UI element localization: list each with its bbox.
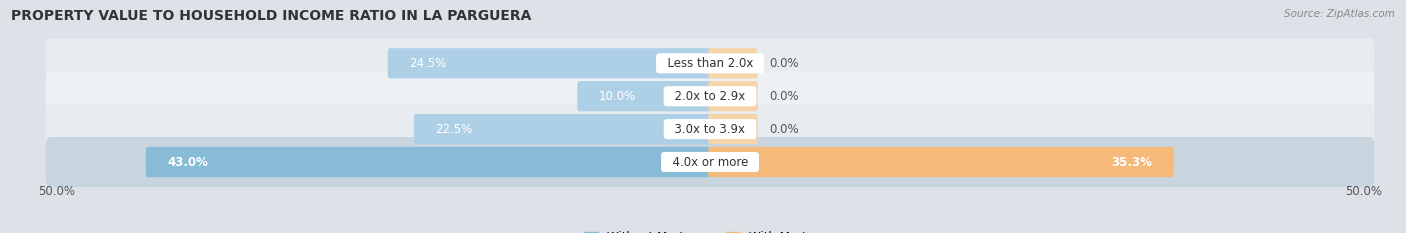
FancyBboxPatch shape bbox=[46, 38, 1374, 88]
Text: Source: ZipAtlas.com: Source: ZipAtlas.com bbox=[1284, 9, 1395, 19]
Text: 0.0%: 0.0% bbox=[769, 90, 799, 103]
FancyBboxPatch shape bbox=[709, 114, 758, 144]
Text: 2.0x to 2.9x: 2.0x to 2.9x bbox=[668, 90, 752, 103]
Text: 0.0%: 0.0% bbox=[769, 123, 799, 136]
FancyBboxPatch shape bbox=[146, 147, 711, 177]
Legend: Without Mortgage, With Mortgage: Without Mortgage, With Mortgage bbox=[579, 226, 841, 233]
FancyBboxPatch shape bbox=[46, 71, 1374, 121]
Text: 10.0%: 10.0% bbox=[599, 90, 636, 103]
Text: 0.0%: 0.0% bbox=[769, 57, 799, 70]
Text: 3.0x to 3.9x: 3.0x to 3.9x bbox=[668, 123, 752, 136]
FancyBboxPatch shape bbox=[709, 48, 758, 79]
FancyBboxPatch shape bbox=[709, 147, 1174, 177]
Text: 24.5%: 24.5% bbox=[409, 57, 447, 70]
FancyBboxPatch shape bbox=[413, 114, 711, 144]
FancyBboxPatch shape bbox=[578, 81, 711, 111]
Text: Less than 2.0x: Less than 2.0x bbox=[659, 57, 761, 70]
Text: 22.5%: 22.5% bbox=[436, 123, 472, 136]
Text: 4.0x or more: 4.0x or more bbox=[665, 155, 755, 168]
Text: PROPERTY VALUE TO HOUSEHOLD INCOME RATIO IN LA PARGUERA: PROPERTY VALUE TO HOUSEHOLD INCOME RATIO… bbox=[11, 9, 531, 23]
FancyBboxPatch shape bbox=[709, 81, 758, 111]
FancyBboxPatch shape bbox=[46, 137, 1374, 187]
Text: 35.3%: 35.3% bbox=[1111, 155, 1152, 168]
Text: 43.0%: 43.0% bbox=[167, 155, 208, 168]
FancyBboxPatch shape bbox=[46, 104, 1374, 154]
FancyBboxPatch shape bbox=[388, 48, 711, 79]
